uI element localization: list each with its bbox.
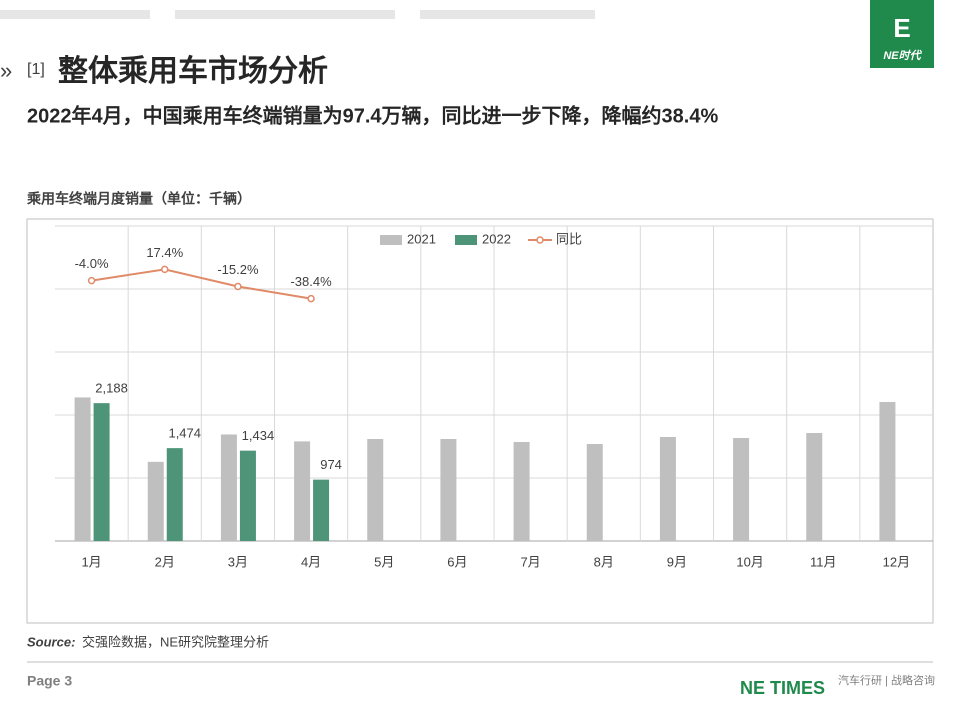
legend-swatch <box>380 235 402 245</box>
data-label: -4.0% <box>75 256 109 271</box>
x-tick-label: 6月 <box>447 554 467 569</box>
bar <box>220 434 237 541</box>
bar <box>239 450 256 541</box>
data-label: 17.4% <box>146 245 183 260</box>
bar <box>166 448 183 541</box>
data-label: 1,434 <box>242 428 275 443</box>
legend-label: 2022 <box>482 231 511 246</box>
top-decoration: » <box>0 10 595 83</box>
bar <box>367 439 384 541</box>
bar <box>733 437 750 541</box>
data-label: 1,474 <box>168 426 201 441</box>
logo-text: NE时代 <box>883 49 922 62</box>
x-tick-label: 11月 <box>810 554 837 569</box>
x-tick-label: 7月 <box>520 554 540 569</box>
chart-frame <box>26 218 934 624</box>
bar <box>93 403 110 541</box>
bar <box>147 461 164 541</box>
line-marker <box>87 276 96 285</box>
line-marker <box>234 282 242 291</box>
line-marker <box>161 265 169 274</box>
bar <box>313 479 330 541</box>
bar <box>659 436 676 541</box>
deco-bar <box>420 10 595 19</box>
x-tick-label: 5月 <box>374 554 394 569</box>
x-tick-label: 1月 <box>81 554 101 569</box>
data-label: -38.4% <box>290 274 332 289</box>
data-label: -15.2% <box>217 262 259 277</box>
x-tick-label: 9月 <box>667 554 687 569</box>
bar <box>879 402 896 541</box>
legend-swatch <box>536 236 544 244</box>
line-marker <box>307 294 315 303</box>
logo-box <box>870 0 934 68</box>
bar <box>440 439 457 541</box>
footer-brand: NE TIMES <box>740 678 825 698</box>
logo-mark: E <box>893 13 910 43</box>
deco-bar <box>0 10 150 19</box>
x-tick-label: 10月 <box>736 554 763 569</box>
footer-tagline: 汽车行研 | 战略咨询 <box>838 673 935 687</box>
line <box>91 268 312 300</box>
legend-swatch <box>455 235 477 245</box>
x-tick-label: 3月 <box>228 554 248 569</box>
legend-label: 2021 <box>407 231 436 246</box>
bar <box>294 441 311 541</box>
subtitle: 2022年4月，中国乘用车终端销量为97.4万辆，同比进一步下降，降幅约38.4… <box>27 103 718 127</box>
plot: 1月 2月 3月 4月 5月 6月 7月 8月 9月 10月 11月 12月 2,188 1,474 1,4… <box>55 225 933 569</box>
bar <box>513 442 530 541</box>
x-tick-label: 12月 <box>883 554 910 569</box>
bar <box>806 433 823 541</box>
page-title: 整体乘用车市场分析 <box>58 54 328 88</box>
x-tick-label: 4月 <box>301 554 321 569</box>
bar <box>74 397 91 541</box>
source-label: Source: <box>27 634 75 649</box>
data-label: 2,188 <box>95 381 128 396</box>
x-tick-label: 2月 <box>155 554 175 569</box>
x-tick-label: 8月 <box>594 554 614 569</box>
bar <box>586 443 603 541</box>
legend-label: 同比 <box>556 231 582 246</box>
chart-title: 乘用车终端月度销量（单位：千辆） <box>26 191 251 207</box>
section-number: [1] <box>27 61 45 78</box>
source-text: 交强险数据，NE研究院整理分析 <box>82 634 269 649</box>
chevrons: » <box>0 58 12 83</box>
deco-bar <box>175 10 395 19</box>
data-label: 974 <box>320 457 342 472</box>
page-number: Page 3 <box>27 673 72 689</box>
